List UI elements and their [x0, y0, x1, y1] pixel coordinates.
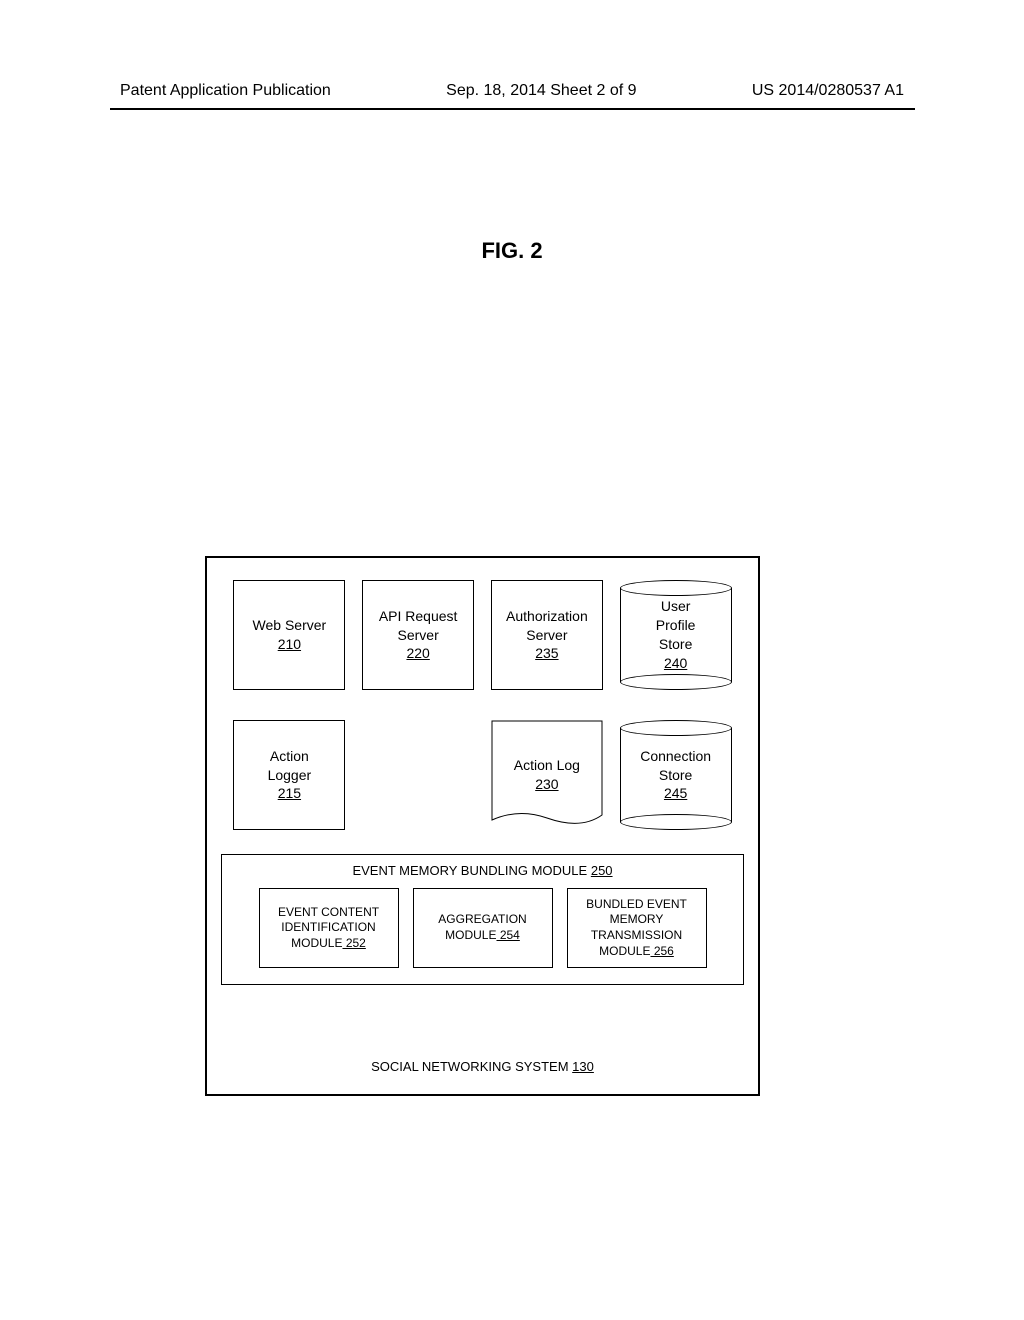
database-cylinder: ConnectionStore245: [620, 720, 732, 830]
system-label: SOCIAL NETWORKING SYSTEM 130: [207, 1059, 758, 1074]
diagram-box: ActionLogger215: [233, 720, 345, 830]
header-rule: [110, 108, 915, 110]
diagram-row-2: ActionLogger215 Action Log230ConnectionSt…: [207, 720, 758, 830]
header-right: US 2014/0280537 A1: [752, 82, 904, 100]
spacer: [362, 720, 474, 830]
diagram-row-1: Web Server210API RequestServer220Authori…: [207, 580, 758, 690]
document-shape: Action Log230: [491, 720, 603, 830]
header-center: Sep. 18, 2014 Sheet 2 of 9: [446, 82, 636, 100]
diagram-box: API RequestServer220: [362, 580, 474, 690]
bundling-title: EVENT MEMORY BUNDLING MODULE 250: [222, 863, 743, 878]
patent-page: Patent Application Publication Sep. 18, …: [0, 0, 1024, 1320]
social-networking-system-box: Web Server210API RequestServer220Authori…: [205, 556, 760, 1096]
diagram-box: Web Server210: [233, 580, 345, 690]
bundling-sub-row: EVENT CONTENTIDENTIFICATIONMODULE 252AGG…: [222, 888, 743, 968]
bundling-submodule: EVENT CONTENTIDENTIFICATIONMODULE 252: [259, 888, 399, 968]
figure-title: FIG. 2: [0, 238, 1024, 264]
header-left: Patent Application Publication: [120, 82, 331, 100]
page-header: Patent Application Publication Sep. 18, …: [0, 82, 1024, 100]
bundling-submodule: BUNDLED EVENTMEMORYTRANSMISSIONMODULE 25…: [567, 888, 707, 968]
event-memory-bundling-module: EVENT MEMORY BUNDLING MODULE 250 EVENT C…: [221, 854, 744, 985]
database-cylinder: UserProfileStore240: [620, 580, 732, 690]
bundling-submodule: AGGREGATIONMODULE 254: [413, 888, 553, 968]
diagram-box: AuthorizationServer235: [491, 580, 603, 690]
